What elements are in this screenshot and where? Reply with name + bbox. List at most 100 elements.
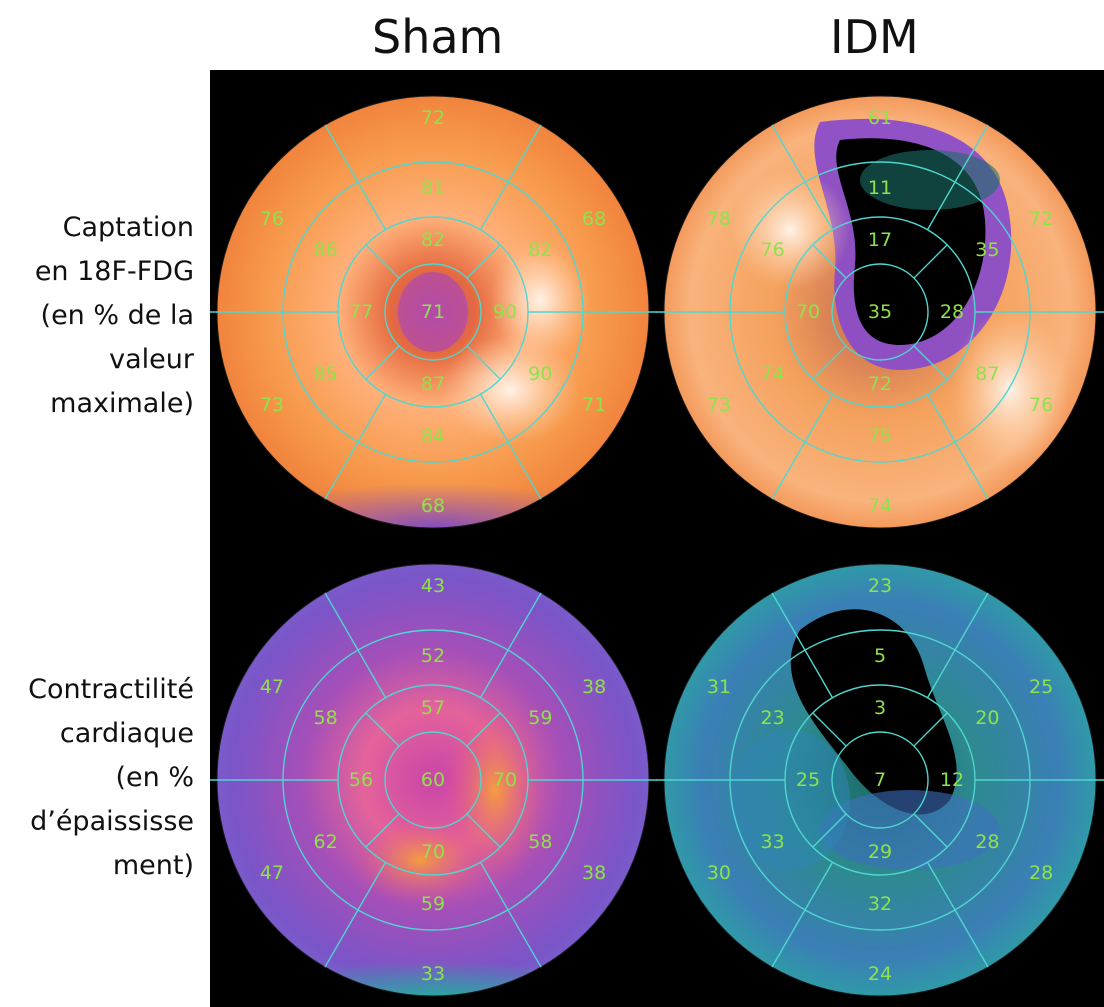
segment-value: 73 [260,394,284,416]
segment-value: 61 [868,107,892,129]
segment-value: 30 [707,862,731,884]
segment-divider [466,345,501,380]
column-title-idm: IDM [830,10,919,64]
segment-divider [324,393,387,500]
segment-value: 28 [940,301,964,323]
segment-divider [771,393,834,500]
bullseye-contract-idm [664,564,1096,996]
segment-value: 33 [761,831,785,853]
segment-divider [466,712,501,747]
segment-divider [926,592,989,699]
segment-value: 81 [421,177,445,199]
segment-divider [913,244,948,279]
row-label-line: (en % de la [40,300,194,331]
segment-divider [324,861,387,968]
row-label-line: Contractilité [28,674,194,705]
segment-value: 76 [260,208,284,230]
row-label-line: cardiaque [59,718,194,749]
segment-value: 59 [421,893,445,915]
segment-value: 11 [868,177,892,199]
segment-value: 72 [1029,208,1053,230]
segment-value: 73 [707,394,731,416]
segment-divider [365,712,400,747]
segment-value: 90 [493,301,517,323]
segment-ring [384,263,482,361]
segment-value: 72 [421,107,445,129]
segment-value: 35 [868,301,892,323]
segment-divider [812,244,847,279]
bullseye-fdg-idm [664,96,1096,528]
row-label-line: ment) [112,850,194,881]
segment-value: 33 [421,963,445,985]
segment-value: 38 [582,676,606,698]
segment-value: 76 [1029,394,1053,416]
segment-divider [926,393,989,500]
segment-value: 76 [761,239,785,261]
segment-divider [479,861,542,968]
segment-value: 75 [868,425,892,447]
segment-value: 23 [761,707,785,729]
segment-value: 32 [868,893,892,915]
segment-divider [479,393,542,500]
segment-value: 74 [761,363,785,385]
segment-value: 70 [796,301,820,323]
segment-divider [771,861,834,968]
row-label-line: (en % [115,762,195,793]
segment-value: 70 [493,769,517,791]
column-title-sham: Sham [372,10,504,64]
segment-grid-layer [210,95,1104,997]
segment-value: 31 [707,676,731,698]
segment-value: 24 [868,963,892,985]
segment-value: 77 [349,301,373,323]
segment-value: 57 [421,697,445,719]
row-label-line: maximale) [50,388,194,419]
segment-ring [831,263,929,361]
segment-value: 68 [421,495,445,517]
segment-value: 70 [421,841,445,863]
segment-divider [466,244,501,279]
segment-divider [771,592,834,699]
row-label-line: Captation [62,212,194,243]
segment-divider [812,712,847,747]
segment-value: 74 [868,495,892,517]
segment-value: 78 [707,208,731,230]
segment-ring [384,731,482,829]
segment-value: 3 [874,697,886,719]
segment-divider [365,345,400,380]
segment-value: 82 [421,229,445,251]
segment-divider [926,124,989,231]
segment-value: 86 [314,239,338,261]
segment-value: 17 [868,229,892,251]
segment-value: 82 [528,239,552,261]
segment-divider [926,861,989,968]
segment-value: 87 [975,363,999,385]
segment-divider [812,345,847,380]
segment-value: 5 [874,645,886,667]
segment-divider [324,592,387,699]
segment-value: 7 [874,769,886,791]
segment-divider [324,124,387,231]
segment-value: 56 [349,769,373,791]
segment-value: 52 [421,645,445,667]
row-label-contractility: Contractilité cardiaque (en % d’épaissis… [28,668,194,888]
segment-value: 28 [1029,862,1053,884]
segment-value: 28 [975,831,999,853]
segment-value: 58 [314,707,338,729]
segment-value: 23 [868,575,892,597]
segment-value: 84 [421,425,445,447]
segment-divider [913,345,948,380]
segment-value: 59 [528,707,552,729]
row-label-line: en 18F-FDG [34,256,194,287]
segment-divider [812,813,847,848]
segment-value: 90 [528,363,552,385]
segment-value: 71 [582,394,606,416]
segment-divider [466,813,501,848]
segment-value: 87 [421,373,445,395]
segment-value: 68 [582,208,606,230]
segment-divider [365,813,400,848]
segment-value: 20 [975,707,999,729]
segment-value: 72 [868,373,892,395]
segment-divider [479,124,542,231]
segment-divider [913,813,948,848]
